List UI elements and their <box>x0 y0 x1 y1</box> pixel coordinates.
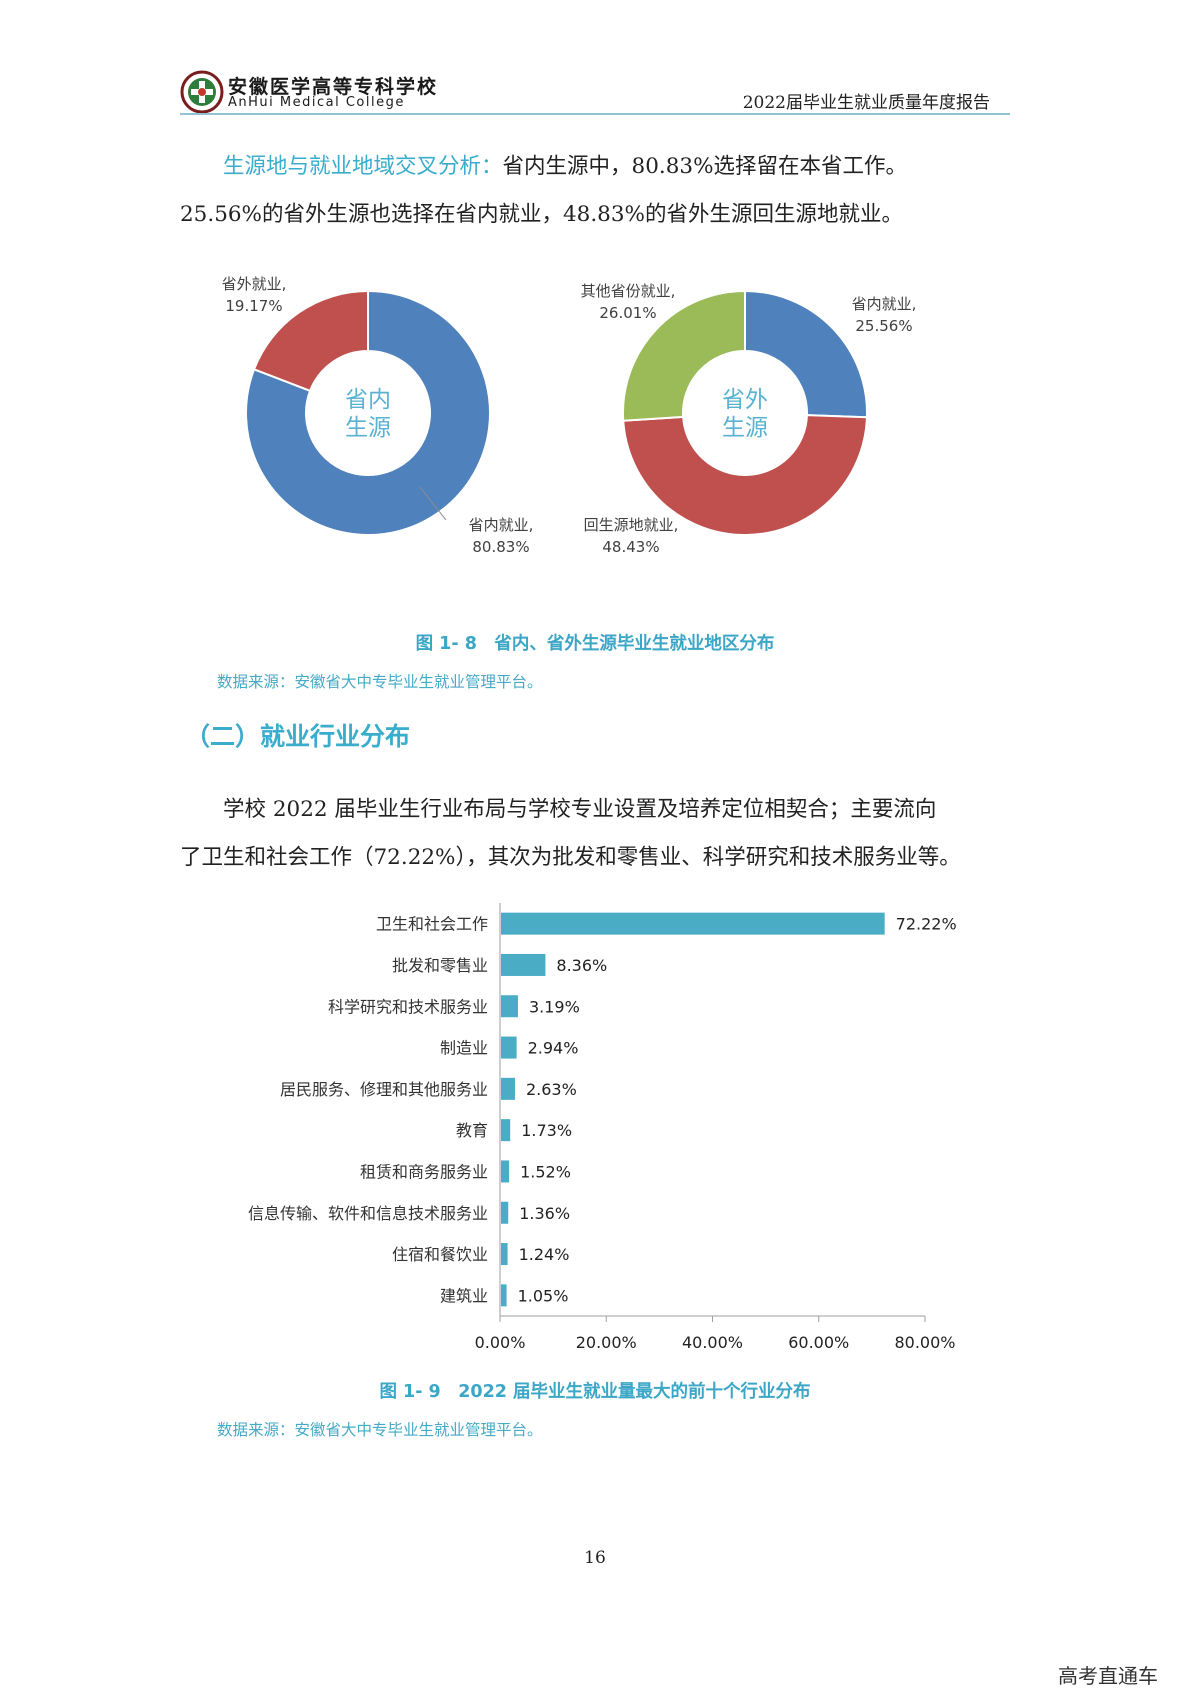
slice-value-label: 48.43% <box>602 538 659 556</box>
donut-center-label: 省外 <box>722 387 768 413</box>
donut-center-label: 省内 <box>345 387 391 413</box>
bar <box>501 1077 515 1100</box>
school-logo <box>180 70 224 114</box>
x-tick-label: 0.00% <box>475 1333 526 1352</box>
slice-value-label: 25.56% <box>855 317 912 335</box>
donut-slice <box>622 289 746 422</box>
bar <box>501 953 546 976</box>
figure-1-9-caption: 图 1- 9 2022 届毕业生就业量最大的前十个行业分布 <box>379 1382 811 1402</box>
figure-1-8-caption: 图 1- 8 省内、省外生源毕业生就业地区分布 <box>415 634 775 654</box>
page-number: 16 <box>584 1548 606 1568</box>
bar <box>501 912 885 935</box>
bar <box>501 1243 508 1266</box>
industry-paragraph: 学校 2022 届毕业生行业布局与学校专业设置及培养定位相契合；主要流向 了卫生… <box>180 786 1020 882</box>
bar <box>501 1036 517 1059</box>
x-tick-label: 80.00% <box>894 1333 955 1352</box>
bar <box>501 1284 507 1307</box>
bar-value-label: 8.36% <box>556 956 607 975</box>
bar-value-label: 2.94% <box>528 1039 579 1058</box>
cross-analysis-label: 生源地与就业地域交叉分析： <box>223 154 503 179</box>
figure-1-8-source: 数据来源：安徽省大中专毕业生就业管理平台。 <box>217 673 543 691</box>
bar-value-label: 72.22% <box>896 915 957 934</box>
category-label: 居民服务、修理和其他服务业 <box>280 1080 488 1099</box>
category-label: 信息传输、软件和信息技术服务业 <box>248 1204 488 1223</box>
donut-slice <box>252 289 369 393</box>
x-tick-label: 60.00% <box>788 1333 849 1352</box>
cross-analysis-text-2: 25.56%的省外生源也选择在省内就业，48.83%的省外生源回生源地就业。 <box>180 202 903 227</box>
slice-value-label: 19.17% <box>225 297 282 315</box>
donut-slice <box>622 414 868 536</box>
category-label: 科学研究和技术服务业 <box>328 997 488 1016</box>
category-label: 住宿和餐饮业 <box>392 1245 488 1264</box>
donut-chart-in-province: 省内就业, 80.83% 省外就业, 19.17% 省内生源 <box>222 275 534 556</box>
x-tick-label: 40.00% <box>682 1333 743 1352</box>
donut-center-label: 生源 <box>722 415 768 441</box>
category-label: 建筑业 <box>440 1286 488 1305</box>
x-tick-label: 20.00% <box>576 1333 637 1352</box>
slice-name-label: 回生源地就业, <box>584 516 679 534</box>
bar-value-label: 3.19% <box>529 997 580 1016</box>
bar <box>501 1201 509 1224</box>
bar-value-label: 1.52% <box>520 1162 571 1181</box>
cross-analysis-paragraph: 生源地与就业地域交叉分析：省内生源中，80.83%选择留在本省工作。 25.56… <box>180 143 1020 239</box>
slice-name-label: 省内就业, <box>469 516 534 534</box>
slice-name-label: 省外就业, <box>222 275 287 293</box>
category-label: 租赁和商务服务业 <box>360 1162 488 1181</box>
slice-value-label: 80.83% <box>472 538 529 556</box>
bar-value-label: 1.36% <box>519 1204 570 1223</box>
category-label: 批发和零售业 <box>392 956 488 975</box>
donut-chart-out-province: 省内就业, 25.56% 回生源地就业, 48.43% 其他省份就业, 26.01% 省外生… <box>581 282 917 556</box>
donut-slice <box>245 289 491 536</box>
category-label: 教育 <box>456 1121 488 1140</box>
industry-text-1: 学校 2022 届毕业生行业布局与学校专业设置及培养定位相契合；主要流向 <box>223 797 937 822</box>
section-heading: （二）就业行业分布 <box>185 722 411 751</box>
industry-bar-chart: 卫生和社会工作 72.22% 批发和零售业 8.36% 科学研究和技术服务业 3.19% 制… <box>248 903 957 1352</box>
school-name-cn: 安徽医学高等专科学校 <box>228 76 439 98</box>
report-title: 2022届毕业生就业质量年度报告 <box>742 93 990 113</box>
slice-name-label: 其他省份就业, <box>581 282 676 300</box>
bar-chart-body: 卫生和社会工作 72.22% 批发和零售业 8.36% 科学研究和技术服务业 3.19% 制… <box>248 903 957 1352</box>
header-divider <box>180 113 1010 115</box>
region-donut-charts: 省内就业,80.83%省外就业,19.17%省内生源 省内就业,25.56%回生… <box>222 275 917 556</box>
slice-value-label: 26.01% <box>599 304 656 322</box>
bar-value-label: 1.05% <box>518 1286 569 1305</box>
school-name-en: AnHui Medical College <box>228 95 405 110</box>
bar-value-label: 2.63% <box>526 1080 577 1099</box>
category-label: 制造业 <box>440 1039 488 1058</box>
donut-slice <box>744 289 868 419</box>
bar-value-label: 1.24% <box>519 1245 570 1264</box>
bar-value-label: 1.73% <box>521 1121 572 1140</box>
cross-analysis-text-1: 省内生源中，80.83%选择留在本省工作。 <box>502 154 907 179</box>
donut-center-label: 生源 <box>345 415 391 441</box>
bar <box>501 1119 511 1142</box>
category-label: 卫生和社会工作 <box>376 915 488 934</box>
industry-text-2: 了卫生和社会工作（72.22%），其次为批发和零售业、科学研究和技术服务业等。 <box>180 845 961 870</box>
leader-line <box>419 486 447 521</box>
bar <box>501 995 518 1018</box>
bar <box>501 1160 510 1183</box>
figure-1-9-source: 数据来源：安徽省大中专毕业生就业管理平台。 <box>217 1421 543 1439</box>
watermark: 高考直通车 <box>1058 1664 1158 1688</box>
slice-name-label: 省内就业, <box>852 295 917 313</box>
